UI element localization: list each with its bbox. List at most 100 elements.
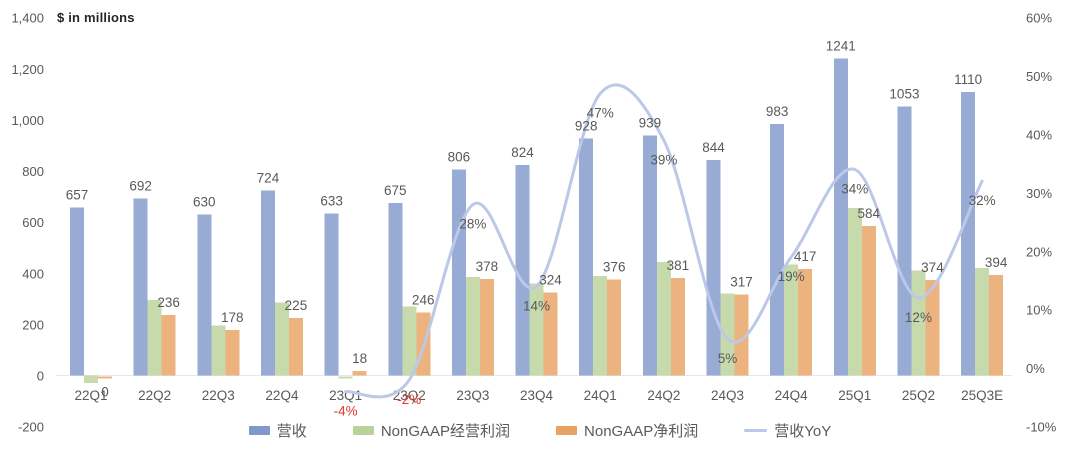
- revenue-value-label: 633: [320, 194, 343, 209]
- net-profit-value-label: 225: [285, 298, 308, 313]
- revenue-value-label: 1110: [954, 72, 982, 87]
- operating-profit-bar: [529, 283, 544, 376]
- right-axis-tick-label: 20%: [1026, 244, 1052, 259]
- right-axis-tick-label: 60%: [1026, 11, 1052, 26]
- net-profit-value-label: 236: [157, 295, 180, 310]
- revenue-value-label: 657: [66, 188, 89, 203]
- x-axis-tick-label: 25Q2: [902, 388, 935, 403]
- yoy-value-label: 28%: [459, 217, 486, 232]
- operating-profit-bar: [847, 208, 862, 376]
- left-axis-tick-label: 0: [37, 369, 44, 384]
- revenue-bar: [133, 198, 148, 376]
- net-profit-value-label: 394: [985, 255, 1008, 270]
- right-axis-tick-label: 10%: [1026, 303, 1052, 318]
- operating-profit-bar: [975, 268, 990, 376]
- operating-profit-bar: [656, 261, 671, 376]
- x-axis-tick-label: 24Q3: [711, 388, 744, 403]
- revenue-value-label: 939: [639, 115, 662, 130]
- revenue-bar: [260, 190, 275, 376]
- revenue-value-label: 928: [575, 118, 598, 133]
- operating-profit-bar: [274, 302, 289, 376]
- yoy-value-label: 19%: [778, 269, 805, 284]
- x-axis-tick-label: 22Q3: [202, 388, 235, 403]
- net-profit-value-label: 324: [539, 273, 562, 288]
- left-axis-tick-label: 600: [22, 215, 44, 230]
- legend-swatch-operating-profit: [352, 426, 374, 435]
- revenue-bar: [515, 164, 530, 376]
- operating-profit-bar: [147, 300, 162, 376]
- revenue-bar: [770, 124, 785, 376]
- yoy-value-label: 12%: [905, 310, 932, 325]
- x-axis-tick-label: 22Q2: [138, 388, 171, 403]
- net-profit-bar: [989, 274, 1004, 376]
- x-axis-tick-label: 23Q3: [456, 388, 489, 403]
- chart-title: $ in millions: [57, 10, 135, 25]
- legend-label-revenue-yoy: 营收YoY: [774, 423, 832, 440]
- right-axis-tick-label: 40%: [1026, 127, 1052, 142]
- net-profit-value-label: 584: [858, 206, 881, 221]
- x-axis-tick-label: 22Q4: [265, 388, 299, 403]
- x-axis-tick-label: 25Q3E: [961, 388, 1003, 403]
- revenue-bar: [197, 214, 212, 376]
- revenue-value-label: 1241: [826, 38, 856, 53]
- net-profit-value-label: 417: [794, 249, 817, 264]
- revenue-value-label: 675: [384, 183, 407, 198]
- x-axis-tick-label: 24Q1: [584, 388, 617, 403]
- yoy-value-label: 5%: [718, 351, 738, 366]
- operating-profit-bar: [402, 306, 417, 376]
- legend-item-revenue-yoy: 营收YoY: [744, 420, 831, 441]
- left-axis-tick-label: 800: [22, 164, 44, 179]
- revenue-value-label: 724: [257, 170, 280, 185]
- net-profit-value-label: 378: [476, 259, 499, 274]
- left-axis-tick-label: 1,200: [11, 62, 44, 77]
- legend-label-net-profit: NonGAAP净利润: [584, 423, 699, 440]
- operating-profit-bar: [465, 277, 480, 376]
- yoy-value-label: 32%: [969, 193, 996, 208]
- legend-swatch-net-profit: [556, 426, 578, 435]
- revenue-bar: [70, 207, 84, 376]
- revenue-bar: [451, 169, 466, 376]
- legend-swatch-revenue-yoy: [744, 429, 768, 432]
- net-profit-bar: [479, 278, 494, 376]
- net-profit-bar: [861, 226, 876, 376]
- right-axis-tick-label: 0%: [1026, 361, 1045, 376]
- revenue-value-label: 844: [702, 140, 725, 155]
- operating-profit-bar: [211, 325, 226, 376]
- net-profit-bar: [798, 268, 813, 376]
- net-profit-bar: [352, 370, 367, 376]
- net-profit-bar: [543, 292, 558, 376]
- left-axis-tick-label: 1,400: [11, 11, 44, 26]
- yoy-value-label: -4%: [334, 404, 358, 419]
- net-profit-bar: [670, 278, 685, 376]
- left-axis-tick-label: 1,000: [11, 113, 44, 128]
- yoy-value-label: 34%: [841, 182, 868, 197]
- yoy-value-label: 39%: [650, 152, 677, 167]
- x-axis-tick-label: 23Q2: [393, 388, 426, 403]
- net-profit-value-label: 374: [921, 260, 944, 275]
- net-profit-bar: [607, 279, 622, 376]
- net-profit-bar: [925, 279, 940, 376]
- revenue-value-label: 630: [193, 194, 216, 209]
- revenue-bar: [961, 91, 976, 376]
- operating-profit-bar: [338, 376, 353, 379]
- revenue-bar: [579, 138, 594, 376]
- legend-swatch-revenue: [248, 426, 270, 435]
- revenue-bar: [897, 106, 912, 376]
- left-axis-tick-label: 200: [22, 317, 44, 332]
- operating-profit-bar: [784, 264, 799, 376]
- revenue-value-label: 692: [129, 179, 152, 194]
- right-axis-tick-label: -10%: [1026, 420, 1057, 435]
- legend-item-net-profit: NonGAAP净利润: [556, 420, 698, 441]
- operating-profit-bar: [84, 375, 98, 384]
- net-profit-value-label: 381: [667, 258, 690, 273]
- legend-label-operating-profit: NonGAAP经营利润: [380, 423, 511, 440]
- yoy-value-label: 14%: [523, 298, 550, 313]
- revenue-value-label: 824: [511, 145, 534, 160]
- net-profit-bar: [98, 376, 112, 379]
- right-axis-tick-label: 50%: [1026, 69, 1052, 84]
- net-profit-value-label: 246: [412, 293, 435, 308]
- net-profit-bar: [225, 330, 240, 376]
- yoy-line: [344, 83, 984, 399]
